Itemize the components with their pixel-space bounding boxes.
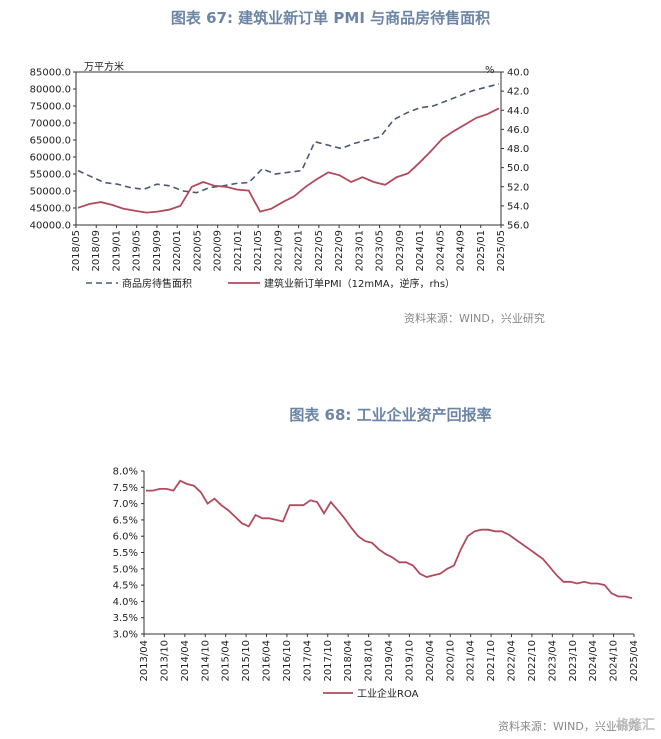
chart1-x-tick-label: 2024/01 xyxy=(415,230,426,272)
chart1-x-tick-label: 2023/05 xyxy=(375,230,386,272)
watermark-logo: 格隆汇 xyxy=(615,718,655,733)
chart1-right-tick-label: 50.0 xyxy=(507,163,529,174)
chart2-x-tick-label: 2021/04 xyxy=(466,640,477,682)
chart1-right-tick-label: 46.0 xyxy=(507,125,529,136)
chart2-x-tick-label: 2024/04 xyxy=(588,640,599,682)
chart1-left-tick-label: 45000.0 xyxy=(30,204,71,215)
chart1-title: 图表 67: 建筑业新订单 PMI 与商品房待售面积 xyxy=(170,9,491,27)
chart1-left-tick-label: 75000.0 xyxy=(30,102,71,113)
chart2-x-tick-label: 2018/10 xyxy=(364,640,375,682)
chart1-left-tick-label: 40000.0 xyxy=(30,221,71,232)
chart1-left-unit: 万平方米 xyxy=(84,60,124,73)
chart2-x-tick-label: 2021/10 xyxy=(486,640,497,682)
chart2-x-tick-label: 2022/10 xyxy=(527,640,538,682)
chart2-x-tick-label: 2014/04 xyxy=(180,640,191,682)
chart1-x-tick-label: 2020/09 xyxy=(213,230,224,272)
chart2-source-note: 资料来源：WIND，兴业研究 xyxy=(498,720,639,733)
chart1-x-tick-label: 2020/01 xyxy=(172,230,183,272)
chart2-y-tick-label: 6.0% xyxy=(113,532,138,543)
chart2-x-tick-label: 2020/10 xyxy=(445,640,456,682)
chart1-x-tick-label: 2019/05 xyxy=(132,230,143,272)
chart1-plot-frame xyxy=(75,71,502,226)
chart2-x-tick-label: 2015/04 xyxy=(221,640,232,682)
chart1-left-tick-label: 55000.0 xyxy=(30,170,71,181)
chart2-y-tick-label: 7.5% xyxy=(113,483,138,494)
chart2-x-tick-label: 2019/04 xyxy=(384,640,395,682)
chart2-y-tick-label: 4.0% xyxy=(113,597,138,608)
chart2-y-tick-label: 4.5% xyxy=(113,581,138,592)
chart1-x-tick-label: 2025/01 xyxy=(476,230,487,272)
chart1-x-tick-label: 2018/05 xyxy=(71,230,82,272)
chart1-x-tick-label: 2024/09 xyxy=(456,230,467,272)
chart1-x-tick-label: 2022/09 xyxy=(334,230,345,272)
chart2-x-tick-label: 2025/04 xyxy=(629,640,640,682)
chart2-x-tick-label: 2016/10 xyxy=(282,640,293,682)
chart2-y-tick-label: 5.5% xyxy=(113,548,138,559)
chart1-series-1-line xyxy=(77,83,500,194)
chart2-x-tick-label: 2023/04 xyxy=(547,640,558,682)
chart1-x-tick-label: 2023/09 xyxy=(395,230,406,272)
chart2-x-tick-label: 2013/10 xyxy=(159,640,170,682)
chart2-x-tick-label: 2018/04 xyxy=(343,640,354,682)
chart1-x-tick-label: 2019/09 xyxy=(152,230,163,272)
chart2-x-tick-label: 2019/10 xyxy=(404,640,415,682)
chart1-left-tick-label: 80000.0 xyxy=(30,85,71,96)
chart1-legend-label-1: 商品房待售面积 xyxy=(122,277,192,290)
chart1-x-tick-label: 2021/01 xyxy=(233,230,244,272)
chart1-right-tick-label: 44.0 xyxy=(507,106,529,117)
chart1-left-tick-label: 60000.0 xyxy=(30,153,71,164)
chart1-x-tick-label: 2025/05 xyxy=(496,230,507,272)
chart2-y-tick-label: 5.0% xyxy=(113,564,138,575)
chart2-y-tick-label: 6.5% xyxy=(113,515,138,526)
chart1-left-tick-label: 50000.0 xyxy=(30,187,71,198)
chart2-y-tick-label: 3.0% xyxy=(113,630,138,641)
chart2-x-tick-label: 2020/04 xyxy=(425,640,436,682)
chart2-x-tick-label: 2014/10 xyxy=(200,640,211,682)
chart2-series-line xyxy=(146,479,633,599)
chart1-x-tick-label: 2022/01 xyxy=(294,230,305,272)
chart2-x-tick-label: 2016/04 xyxy=(262,640,273,682)
chart2-x-tick-label: 2017/04 xyxy=(302,640,313,682)
chart1-x-tick-label: 2019/01 xyxy=(111,230,122,272)
chart1-left-tick-label: 65000.0 xyxy=(30,136,71,147)
chart1-right-tick-label: 56.0 xyxy=(507,221,529,232)
chart1-x-tick-label: 2023/01 xyxy=(354,230,365,272)
chart1-left-tick-label: 70000.0 xyxy=(30,119,71,130)
chart2-legend-label: 工业企业ROA xyxy=(357,687,419,700)
chart2-x-tick-label: 2024/10 xyxy=(609,640,620,682)
chart1-x-tick-label: 2021/09 xyxy=(273,230,284,272)
chart2-x-tick-label: 2013/04 xyxy=(139,640,150,682)
chart2-x-tick-label: 2022/04 xyxy=(507,640,518,682)
chart1-right-tick-label: 52.0 xyxy=(507,182,529,193)
chart2-x-tick-label: 2017/10 xyxy=(323,640,334,682)
chart1-legend-label-2: 建筑业新订单PMI（12mMA，逆序，rhs） xyxy=(264,277,455,290)
chart1-x-tick-label: 2024/05 xyxy=(435,230,446,272)
chart1-x-tick-label: 2020/05 xyxy=(192,230,203,272)
chart1-right-tick-label: 40.0 xyxy=(507,68,529,79)
chart2-y-tick-label: 3.5% xyxy=(113,613,138,624)
chart1-x-tick-label: 2018/09 xyxy=(91,230,102,272)
chart2-y-tick-label: 7.0% xyxy=(113,499,138,510)
chart1-right-tick-label: 42.0 xyxy=(507,87,529,98)
chart1-right-unit: % xyxy=(485,65,495,76)
chart2-x-tick-label: 2023/10 xyxy=(568,640,579,682)
chart1-source-note: 资料来源：WIND，兴业研究 xyxy=(404,312,545,325)
chart1-x-tick-label: 2021/05 xyxy=(253,230,264,272)
chart1-x-tick-label: 2022/05 xyxy=(314,230,325,272)
chart1-right-tick-label: 54.0 xyxy=(507,201,529,212)
chart1-left-tick-label: 85000.0 xyxy=(30,68,71,79)
chart1-series-2-line xyxy=(77,107,500,214)
chart2-y-tick-label: 8.0% xyxy=(113,467,138,478)
chart1-right-tick-label: 48.0 xyxy=(507,144,529,155)
chart2-title: 图表 68: 工业企业资产回报率 xyxy=(289,406,492,424)
chart2-x-tick-label: 2015/10 xyxy=(241,640,252,682)
